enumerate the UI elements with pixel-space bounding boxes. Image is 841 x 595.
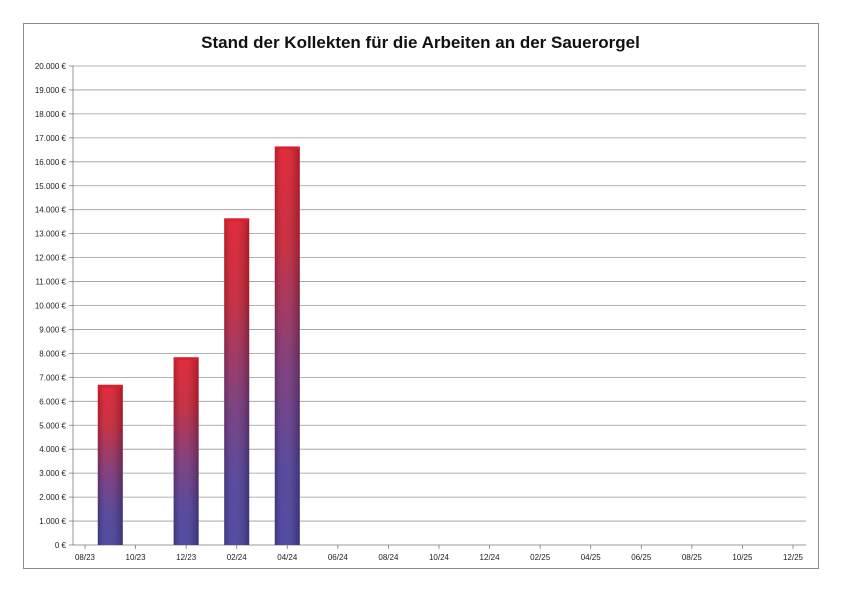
y-tick-label: 6.000 € [39,397,66,406]
y-tick-label: 13.000 € [35,230,67,239]
y-tick-label: 9.000 € [39,325,66,334]
bar-cap [274,146,300,150]
y-tick-label: 3.000 € [39,469,66,478]
y-tick-label: 12.000 € [35,254,67,263]
y-tick-label: 17.000 € [35,134,67,143]
x-tick-label: 10/25 [732,553,753,562]
y-tick-label: 2.000 € [39,493,66,502]
y-tick-label: 0 € [55,541,67,550]
y-tick-label: 1.000 € [39,517,66,526]
bar-cap [224,218,250,222]
bar [97,384,123,545]
x-tick-label: 08/23 [75,553,96,562]
bar-shade [224,219,250,545]
x-tick-label: 12/24 [480,553,501,562]
x-tick-label: 08/24 [378,553,399,562]
x-tick-label: 06/24 [328,553,349,562]
chart-title: Stand der Kollekten für die Arbeiten an … [201,33,640,52]
y-tick-label: 10.000 € [35,302,67,311]
y-tick-label: 19.000 € [35,86,67,95]
x-tick-label: 08/25 [682,553,703,562]
bar [224,218,250,545]
x-tick-label: 12/25 [783,553,804,562]
chart-frame [23,23,819,569]
x-tick-label: 02/25 [530,553,551,562]
bar-shade [173,358,199,545]
x-tick-label: 10/24 [429,553,450,562]
x-tick-label: 06/25 [631,553,652,562]
bar [274,146,300,545]
x-tick-label: 04/24 [277,553,298,562]
y-tick-label: 18.000 € [35,110,67,119]
bar-cap [173,357,199,361]
bar-shade [274,147,300,545]
y-tick-label: 4.000 € [39,445,66,454]
bar [173,357,199,545]
y-tick-label: 15.000 € [35,182,67,191]
x-tick-label: 10/23 [126,553,147,562]
x-tick-label: 04/25 [581,553,602,562]
y-tick-label: 11.000 € [35,278,66,287]
x-tick-label: 02/24 [227,553,248,562]
y-tick-label: 16.000 € [35,158,67,167]
bar-shade [97,385,123,545]
x-tick-label: 12/23 [176,553,197,562]
bar-cap [97,384,123,388]
y-tick-label: 5.000 € [39,421,66,430]
y-tick-label: 8.000 € [39,349,66,358]
y-tick-label: 7.000 € [39,373,66,382]
y-tick-label: 20.000 € [35,62,67,71]
y-tick-label: 14.000 € [35,206,67,215]
